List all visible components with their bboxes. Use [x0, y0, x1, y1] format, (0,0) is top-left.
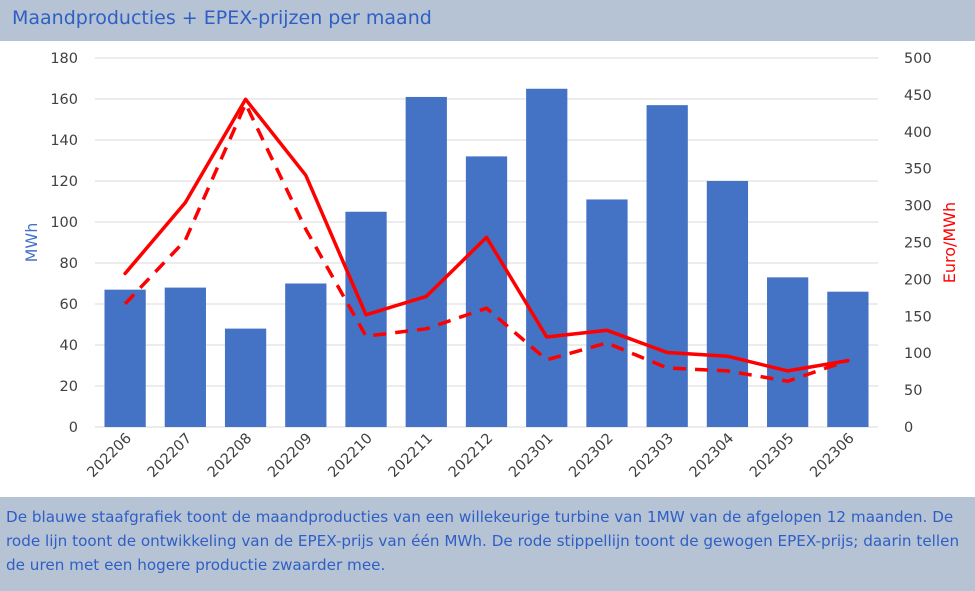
x-tick-label: 202211	[386, 431, 436, 481]
y2-tick-label: 200	[904, 272, 932, 288]
y2-tick-label: 400	[904, 125, 932, 141]
x-tick-label: 202206	[84, 431, 134, 481]
x-tick-label: 202301	[506, 431, 556, 481]
y-tick-label: 180	[50, 51, 78, 67]
x-tick-label: 202207	[145, 431, 195, 481]
y2-tick-label: 500	[904, 51, 932, 67]
chart-caption: De blauwe staafgrafiek toont de maandpro…	[6, 508, 960, 574]
bar	[586, 199, 628, 427]
y-axis-label: MWh	[22, 223, 41, 263]
x-tick-label: 202210	[325, 431, 375, 481]
y2-tick-label: 450	[904, 88, 932, 104]
bar	[285, 283, 327, 427]
y-tick-label: 80	[60, 256, 78, 272]
y2-axis-label: Euro/MWh	[940, 202, 959, 283]
y2-tick-label: 350	[904, 162, 932, 178]
x-tick-label: 202303	[627, 431, 677, 481]
bar	[405, 96, 447, 427]
weighted-price-line	[123, 102, 849, 383]
y2-tick-label: 0	[904, 420, 913, 436]
y2-tick-label: 300	[904, 199, 932, 215]
bar	[465, 156, 508, 427]
y-tick-label: 140	[50, 133, 78, 149]
bar	[526, 88, 568, 427]
caption-band: De blauwe staafgrafiek toont de maandpro…	[0, 497, 975, 591]
bar	[104, 289, 146, 427]
y2-tick-label: 150	[904, 309, 932, 325]
y-tick-label: 120	[50, 174, 78, 190]
y-tick-label: 60	[60, 297, 78, 313]
chart-title: Maandproducties + EPEX-prijzen per maand	[12, 7, 432, 29]
x-tick-label: 202212	[446, 431, 496, 481]
bar	[767, 277, 809, 427]
price-line	[123, 97, 850, 373]
y-tick-label: 160	[50, 92, 78, 108]
y-tick-label: 20	[60, 379, 78, 395]
x-tick-label: 202209	[265, 431, 315, 481]
bar	[164, 287, 206, 427]
bar	[224, 328, 267, 427]
bar	[345, 211, 387, 427]
x-tick-label: 202302	[566, 431, 616, 481]
y-tick-label: 40	[60, 338, 78, 354]
title-band: Maandproducties + EPEX-prijzen per maand	[0, 0, 975, 41]
y-tick-label: 100	[50, 215, 78, 231]
x-tick-label: 202208	[205, 431, 255, 481]
x-tick-label: 202305	[747, 431, 797, 481]
x-tick-label: 202304	[687, 431, 737, 481]
y2-tick-label: 250	[904, 236, 932, 252]
x-tick-label: 202306	[807, 431, 857, 481]
y2-tick-label: 50	[904, 383, 922, 399]
bar	[706, 181, 749, 427]
y-tick-label: 0	[69, 420, 78, 436]
chart: 0 20 40 60 80 100 120 140 160 180 0 50 100 150 200 250 3…	[22, 51, 959, 481]
y2-tick-label: 100	[904, 346, 932, 362]
bar	[646, 105, 688, 428]
